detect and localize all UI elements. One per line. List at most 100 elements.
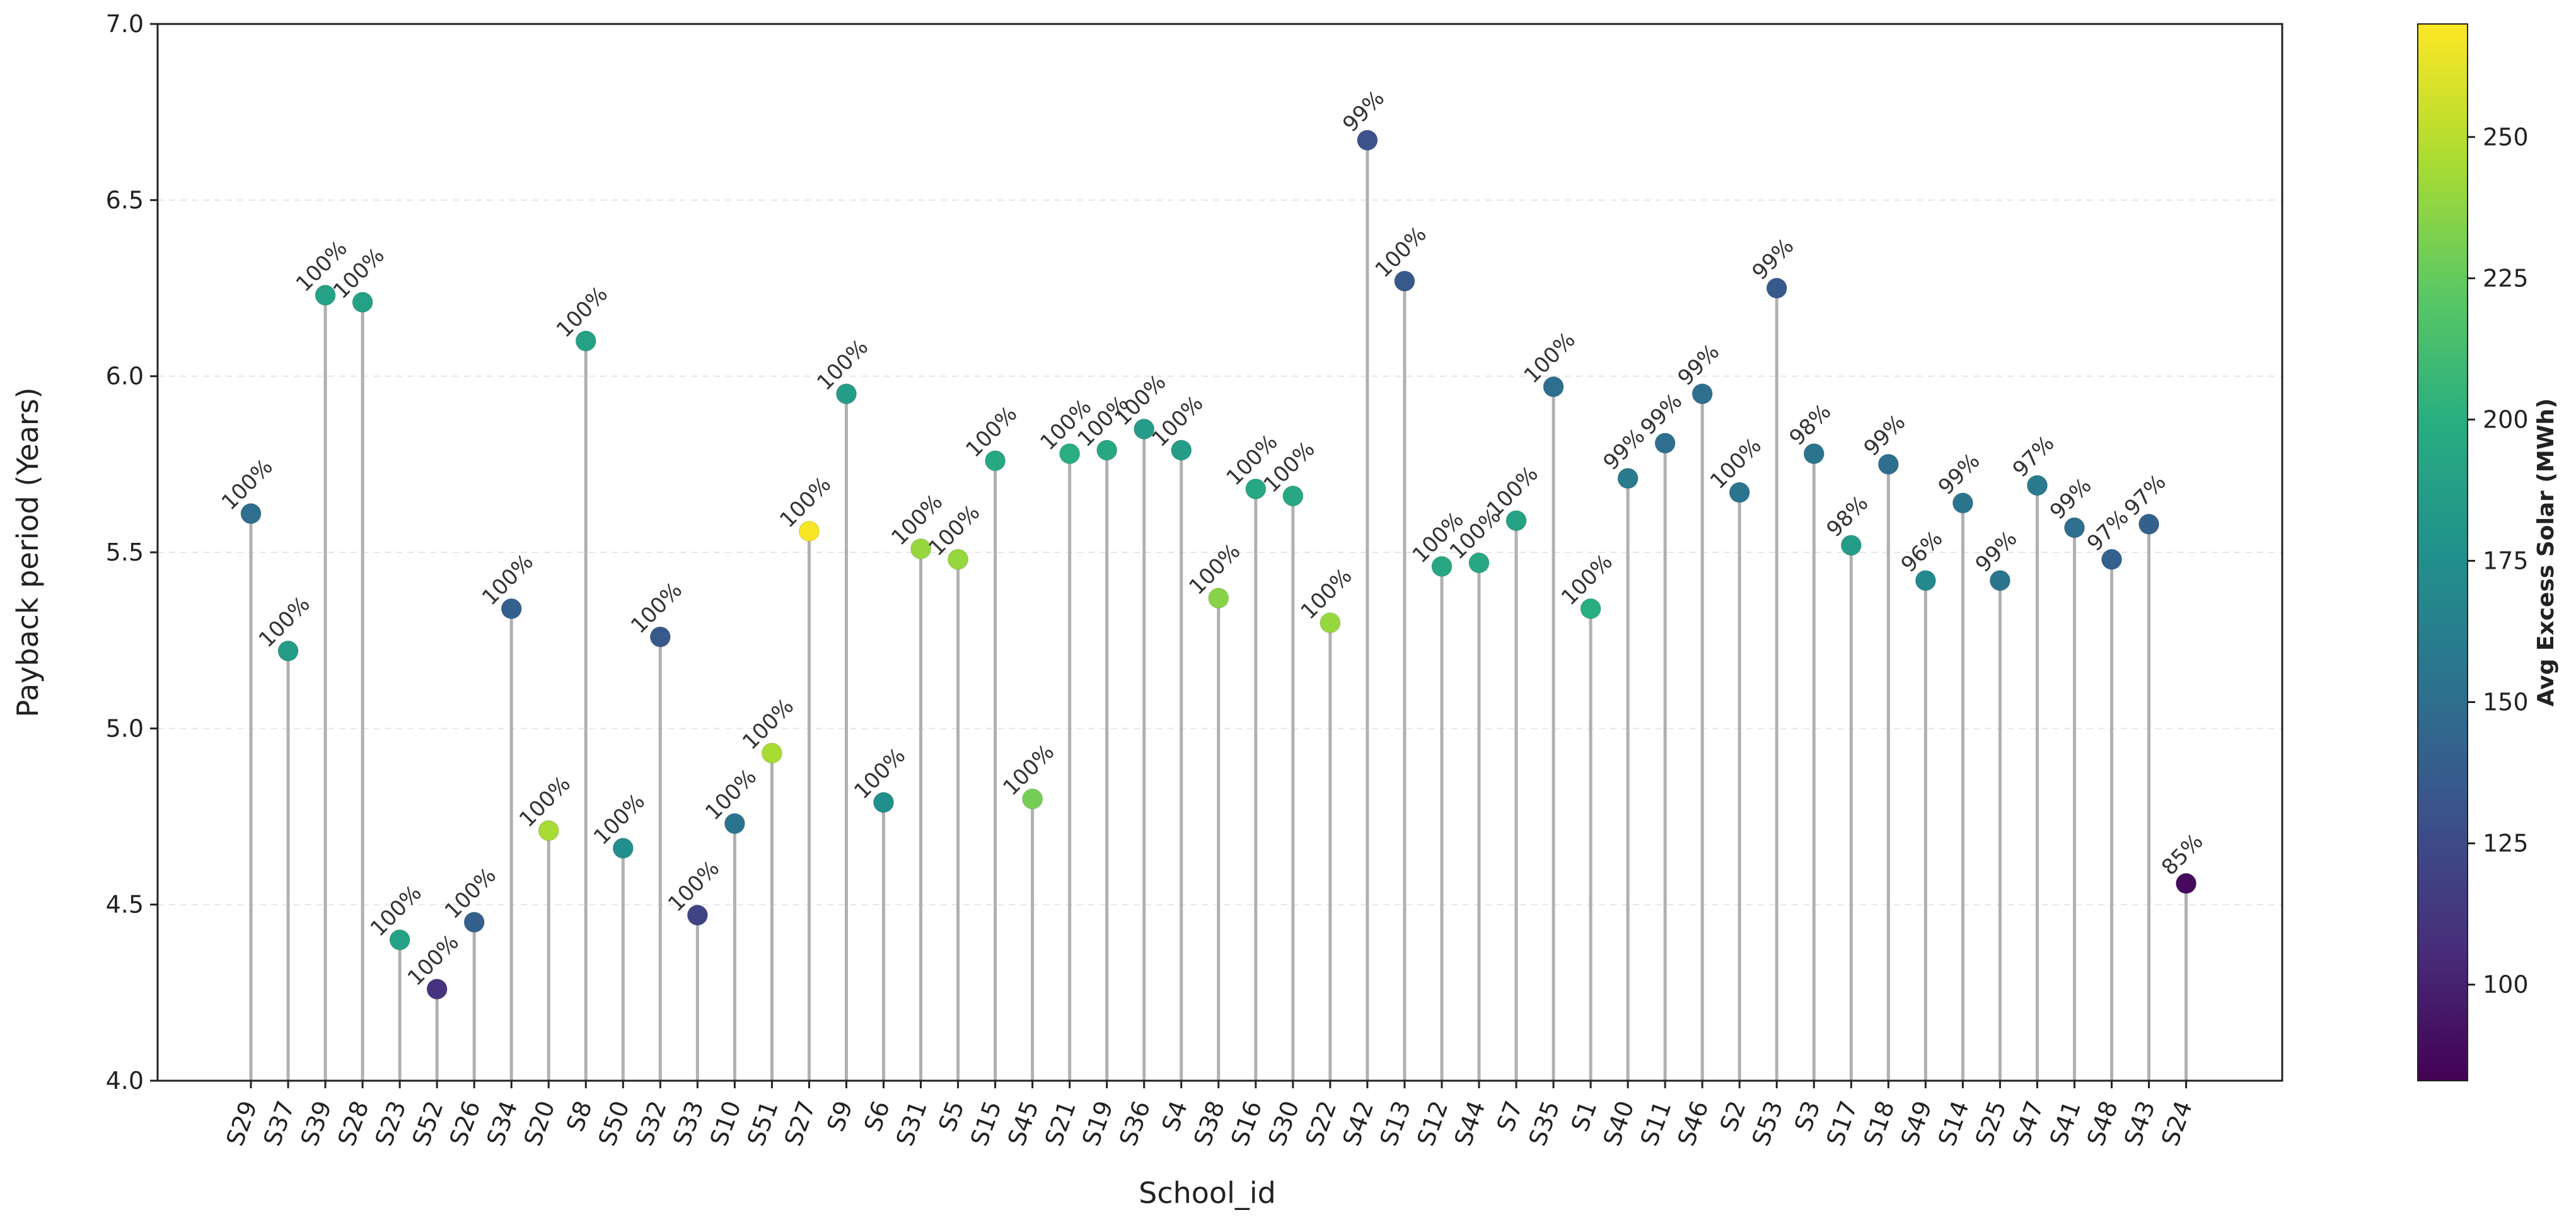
data-points — [240, 129, 2197, 1000]
point-S37 — [277, 640, 299, 661]
point-S17 — [1840, 535, 1862, 556]
point-S33 — [687, 904, 708, 926]
x-tick-label-S27: S27 — [779, 1097, 821, 1149]
point-S32 — [649, 626, 671, 648]
colorbar-ticks: 100 125 150 175 200 225 250 — [2468, 123, 2529, 999]
x-tick-label-S25: S25 — [1970, 1097, 2012, 1149]
point-S35 — [1543, 376, 1564, 397]
x-tick-label-S42: S42 — [1337, 1097, 1379, 1149]
point-S11 — [1654, 433, 1676, 454]
x-tick-label-S21: S21 — [1040, 1097, 1081, 1149]
point-S20 — [538, 820, 559, 841]
point-S9 — [835, 383, 857, 405]
point-S26 — [463, 912, 485, 933]
colorbar-tick-label: 250 — [2483, 123, 2529, 151]
data-label-S11: 99% — [1635, 388, 1687, 440]
y-tick-label: 4.5 — [106, 891, 144, 919]
point-S19 — [1096, 439, 1118, 461]
x-tick-label-S2: S2 — [1715, 1097, 1751, 1135]
data-label-S43: 97% — [2120, 470, 2171, 521]
x-tick-label-S4: S4 — [1156, 1097, 1193, 1135]
x-tick-label-S31: S31 — [891, 1097, 932, 1149]
colorbar-title: Avg Excess Solar (MWh) — [2533, 398, 2559, 707]
point-S53 — [1766, 277, 1787, 299]
x-tick-label-S45: S45 — [1002, 1097, 1044, 1149]
point-S29 — [240, 503, 262, 525]
point-S18 — [1877, 453, 1899, 475]
x-tick-label-S9: S9 — [821, 1097, 858, 1135]
point-S12 — [1431, 555, 1453, 577]
point-S21 — [1059, 443, 1081, 465]
point-S1 — [1580, 598, 1601, 619]
x-tick-label-S51: S51 — [742, 1097, 784, 1149]
data-label-S48: 97% — [2082, 505, 2134, 557]
point-S31 — [910, 538, 932, 559]
x-tick-label-S5: S5 — [933, 1097, 970, 1135]
data-label-S24: 85% — [2157, 829, 2208, 881]
x-tick-label-S34: S34 — [482, 1097, 523, 1149]
point-S45 — [1022, 788, 1043, 810]
data-label-S25: 99% — [1971, 526, 2022, 578]
point-S36 — [1134, 418, 1155, 439]
y-tick-label: 5.5 — [106, 538, 144, 566]
colorbar-tick-label: 225 — [2483, 264, 2529, 292]
x-tick-label-S10: S10 — [705, 1097, 746, 1149]
point-S42 — [1357, 129, 1378, 151]
point-S3 — [1803, 443, 1825, 465]
y-axis-ticks: 4.0 4.5 5.0 5.5 6.0 6.5 7.0 — [106, 10, 158, 1095]
colorbar-tick-label: 125 — [2483, 830, 2529, 858]
x-tick-label-S26: S26 — [444, 1097, 485, 1149]
y-tick-label: 6.5 — [106, 186, 144, 214]
point-S7 — [1506, 510, 1527, 532]
data-label-S42: 99% — [1338, 86, 1390, 137]
x-tick-label-S23: S23 — [369, 1097, 411, 1149]
x-tick-label-S30: S30 — [1263, 1097, 1304, 1149]
colorbar — [2417, 23, 2468, 1081]
x-tick-label-S40: S40 — [1598, 1097, 1639, 1149]
x-tick-label-S33: S33 — [668, 1097, 709, 1149]
x-tick-label-S18: S18 — [1859, 1097, 1900, 1149]
point-S46 — [1691, 383, 1713, 405]
x-tick-label-S24: S24 — [2156, 1097, 2198, 1149]
x-tick-label-S17: S17 — [1821, 1097, 1863, 1149]
point-S10 — [724, 813, 745, 834]
x-tick-label-S6: S6 — [859, 1097, 895, 1135]
x-tick-label-S29: S29 — [221, 1097, 262, 1149]
data-label-S18: 99% — [1859, 410, 1911, 462]
x-tick-label-S46: S46 — [1672, 1097, 1714, 1149]
y-axis-title: Payback period (Years) — [11, 387, 45, 717]
x-tick-label-S48: S48 — [2082, 1097, 2123, 1149]
data-label-S3: 98% — [1785, 399, 1836, 451]
x-tick-label-S28: S28 — [332, 1097, 374, 1149]
point-S41 — [2063, 517, 2085, 538]
x-tick-label-S3: S3 — [1789, 1097, 1826, 1135]
x-tick-label-S50: S50 — [593, 1097, 635, 1149]
point-S47 — [2026, 475, 2048, 496]
x-tick-label-S32: S32 — [630, 1097, 672, 1149]
point-S24 — [2176, 873, 2197, 894]
point-S40 — [1617, 468, 1639, 489]
point-S44 — [1468, 552, 1490, 574]
point-S28 — [352, 291, 373, 313]
point-S49 — [1915, 570, 1936, 591]
data-label-S40: 99% — [1598, 424, 1650, 475]
data-label-S46: 99% — [1673, 339, 1725, 391]
point-S25 — [1989, 570, 2010, 591]
point-S8 — [575, 330, 596, 352]
x-tick-label-S47: S47 — [2007, 1097, 2049, 1149]
x-tick-label-S36: S36 — [1114, 1097, 1156, 1149]
colorbar-tick-label: 200 — [2483, 405, 2529, 433]
x-tick-label-S49: S49 — [1896, 1097, 1937, 1149]
point-S30 — [1282, 486, 1304, 507]
x-tick-label-S44: S44 — [1449, 1097, 1490, 1149]
colorbar-tick-label: 100 — [2483, 971, 2529, 999]
x-tick-label-S20: S20 — [519, 1097, 560, 1149]
point-S16 — [1245, 478, 1267, 499]
point-S39 — [315, 284, 336, 306]
x-tick-label-S35: S35 — [1523, 1097, 1565, 1149]
x-tick-label-S8: S8 — [561, 1097, 598, 1135]
data-label-S53: 99% — [1748, 233, 1799, 285]
x-tick-label-S53: S53 — [1747, 1097, 1789, 1149]
